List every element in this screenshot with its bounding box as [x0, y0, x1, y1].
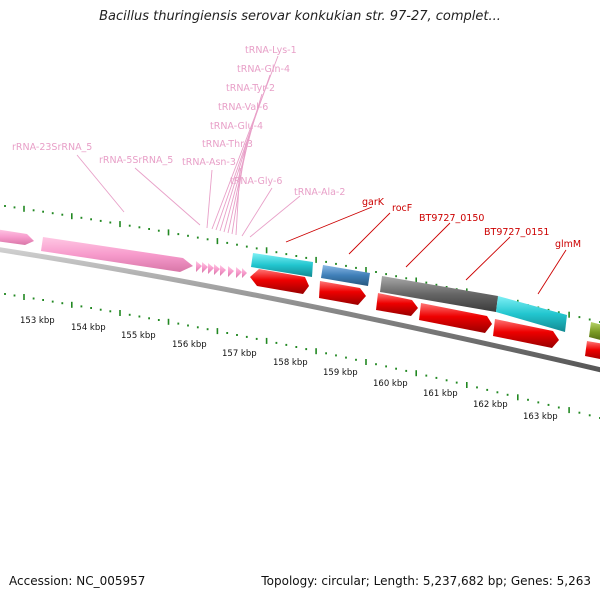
gene-arrow-reverse-cds	[376, 293, 418, 316]
gene-arrow-reverse-cds	[419, 303, 492, 333]
callout-line	[285, 206, 373, 243]
callout-line	[235, 167, 241, 236]
gene-label-trna-lys: tRNA-Lys-1	[245, 45, 297, 56]
forward-strand	[0, 229, 600, 340]
kbp-label: 156 kbp	[172, 340, 207, 350]
callout-line	[249, 195, 301, 238]
gene-label-trna-ala: tRNA-Ala-2	[294, 187, 345, 198]
kbp-label: 161 kbp	[423, 389, 458, 399]
kbp-label: 153 kbp	[20, 316, 55, 326]
gene-arrow-reverse-cds	[319, 281, 366, 305]
callout-line	[215, 74, 271, 231]
kbp-labels: 153 kbp 154 kbp 155 kbp 156 kbp 157 kbp …	[20, 316, 558, 422]
genome-backbone	[0, 247, 600, 373]
accession-label: Accession: NC_005957	[9, 574, 146, 588]
reverse-strand	[250, 269, 600, 359]
callout-line	[405, 222, 451, 268]
gene-label-trna-tyr: tRNA-Tyr-2	[226, 83, 275, 94]
kbp-label: 163 kbp	[523, 412, 558, 422]
gene-label-bt9727-0151: BT9727_0151	[484, 227, 549, 238]
gene-arrow-trna	[196, 261, 202, 272]
gene-label-bt9727-0150: BT9727_0150	[419, 213, 484, 224]
gene-label-trna-glu: tRNA-Glu-4	[210, 121, 263, 132]
callout-line	[76, 154, 125, 213]
topology-summary: Topology: circular; Length: 5,237,682 bp…	[261, 574, 591, 588]
gene-label-trna-asn: tRNA-Asn-3	[182, 157, 236, 168]
callout-line	[465, 236, 511, 281]
gene-arrow-reverse-cds	[585, 341, 600, 359]
gene-label-trna-thr: tRNA-Thr-3	[202, 139, 253, 150]
gene-arrow-trna	[236, 267, 242, 278]
kbp-label: 155 kbp	[121, 331, 156, 341]
gene-label-trna-val: tRNA-Val-6	[218, 102, 268, 113]
gene-arrow-trna	[214, 264, 220, 275]
callout-line	[241, 187, 273, 237]
gene-label-glmm: glmM	[555, 239, 581, 250]
gene-arrow-cds-cyan	[251, 253, 313, 277]
gene-label-gark: garK	[362, 197, 385, 208]
map-title: Bacillus thuringiensis serovar konkukian…	[99, 9, 501, 24]
callout-line	[348, 212, 391, 255]
gene-arrow-trna	[220, 265, 226, 276]
kbp-label: 160 kbp	[373, 379, 408, 389]
gene-arrow-cds-cyan	[496, 296, 567, 332]
kbp-label: 159 kbp	[323, 368, 358, 378]
kbp-label: 162 kbp	[473, 400, 508, 410]
backbone-arc	[0, 247, 600, 373]
gene-label-rrna-5s: rRNA-5SrRNA_5	[99, 155, 173, 166]
callout-line	[134, 167, 201, 226]
gene-arrow-trna	[242, 268, 247, 278]
rna-labels: tRNA-Lys-1 tRNA-Gln-4 tRNA-Tyr-2 tRNA-Va…	[12, 45, 345, 198]
callout-line	[206, 169, 213, 229]
gene-arrow-cds-gray	[380, 276, 498, 312]
gene-arrow-trna	[208, 263, 214, 274]
cds-labels: garK rocF BT9727_0150 BT9727_0151 glmM	[362, 197, 581, 250]
gene-arrow-rrna-pink	[0, 229, 34, 245]
kbp-label: 154 kbp	[71, 323, 106, 333]
gene-label-rocf: rocF	[392, 203, 412, 214]
inner-tick-track	[4, 293, 600, 419]
outer-tick-track	[4, 205, 600, 323]
gene-arrow-olive	[589, 322, 600, 340]
gene-arrow-reverse-cds	[250, 269, 309, 294]
kbp-label: 157 kbp	[222, 349, 257, 359]
gene-label-trna-gln: tRNA-Gln-4	[237, 64, 290, 75]
gene-arrow-cds-blue	[321, 265, 370, 286]
gene-arrow-reverse-cds	[493, 319, 559, 348]
gene-arrow-trna	[202, 262, 208, 273]
gene-arrow-trna	[228, 266, 234, 277]
callout-line	[537, 249, 567, 295]
gene-arrow-rrna-23s	[41, 237, 193, 272]
gene-label-rrna-23s: rRNA-23SrRNA_5	[12, 142, 92, 153]
kbp-label: 158 kbp	[273, 358, 308, 368]
callout-lines	[76, 55, 567, 295]
gene-label-trna-gly: tRNA-Gly-6	[230, 176, 282, 187]
